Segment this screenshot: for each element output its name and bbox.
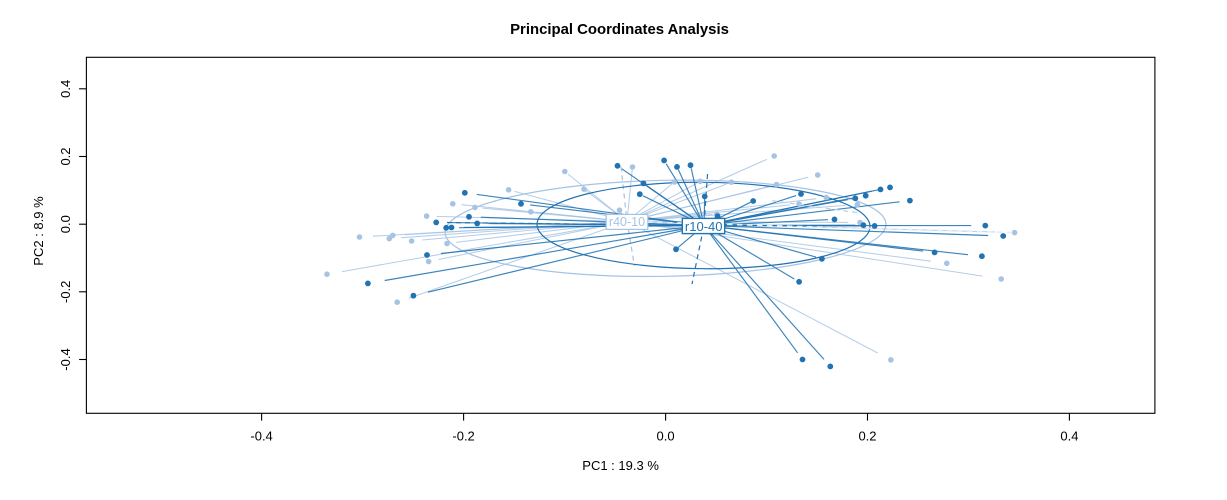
svg-text:0.4: 0.4 <box>1060 429 1078 444</box>
svg-text:0.4: 0.4 <box>58 80 73 98</box>
svg-text:PC2 : 8.9 %: PC2 : 8.9 % <box>31 196 46 266</box>
svg-text:0.0: 0.0 <box>58 215 73 233</box>
svg-text:PC1 : 19.3 %: PC1 : 19.3 % <box>582 458 659 473</box>
svg-text:-0.4: -0.4 <box>58 348 73 370</box>
svg-text:-0.4: -0.4 <box>250 429 272 444</box>
svg-text:0.0: 0.0 <box>657 429 675 444</box>
svg-text:0.2: 0.2 <box>58 147 73 165</box>
svg-text:Principal Coordinates Analysis: Principal Coordinates Analysis <box>510 22 729 38</box>
svg-text:r40-10: r40-10 <box>609 215 645 229</box>
svg-text:-0.2: -0.2 <box>452 429 474 444</box>
svg-text:0.2: 0.2 <box>858 429 876 444</box>
svg-text:-0.2: -0.2 <box>58 281 73 303</box>
svg-text:r10-40: r10-40 <box>685 219 723 234</box>
